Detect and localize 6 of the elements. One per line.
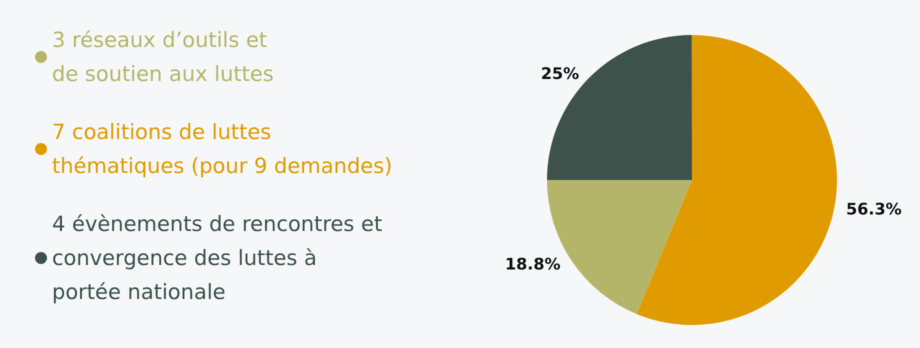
data-label: 56.3% (846, 200, 902, 219)
data-label: 18.8% (505, 254, 561, 274)
legend-label: 4 évènements de rencontres et convergence des luttes à portée nationale (52, 212, 382, 304)
legend-label: 3 réseaux d’outils et de soutien aux luttes (52, 28, 274, 86)
legend-label: 7 coalitions de luttes thématiques (pour 9 demandes) (52, 120, 392, 178)
data-label: 25% (540, 64, 580, 83)
